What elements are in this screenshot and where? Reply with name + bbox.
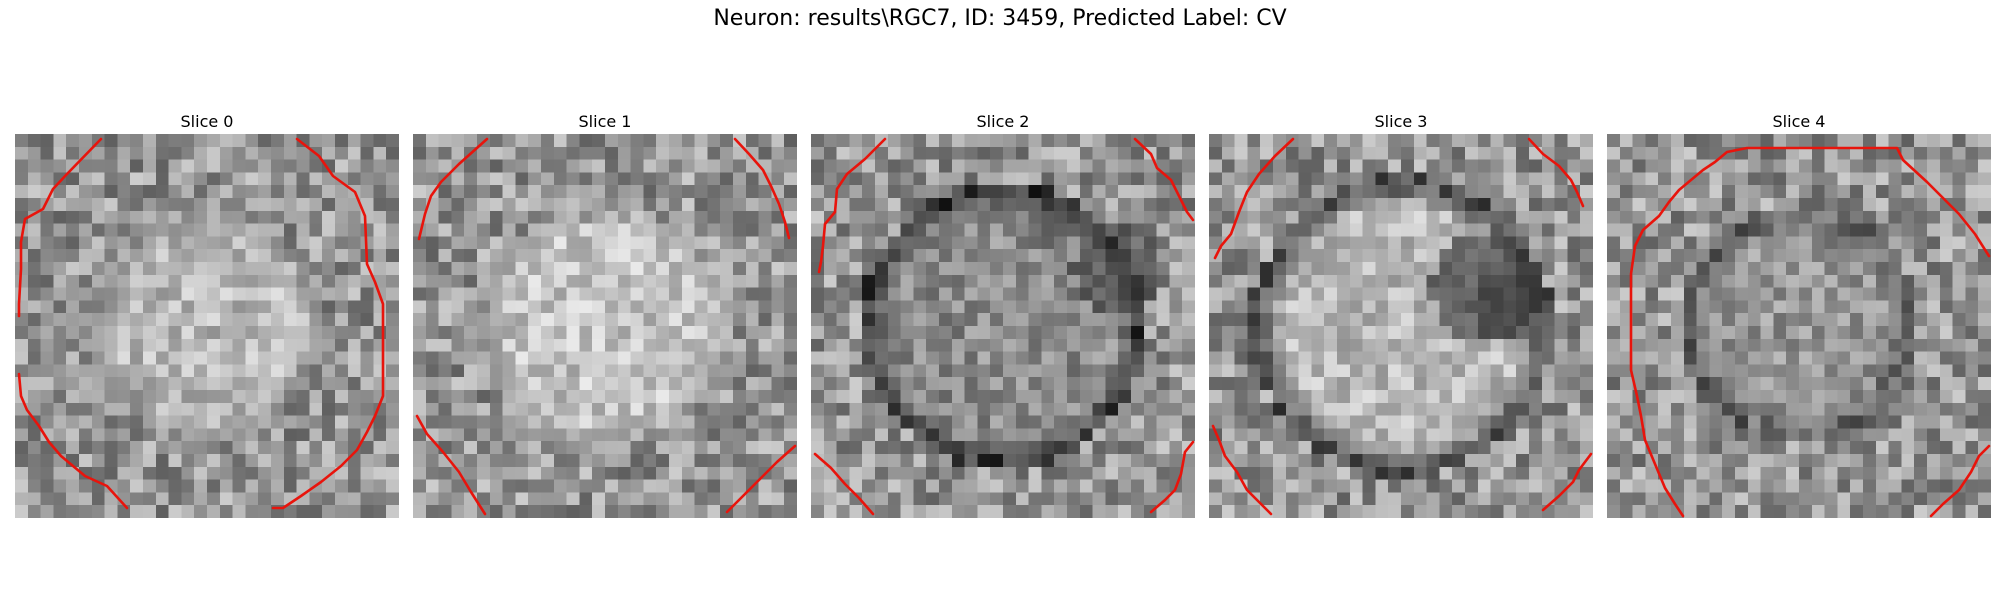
cell-contour [17,137,385,510]
slice-panel-4: Slice 4 [1607,110,1991,518]
cell-contour [1211,137,1593,516]
slice-title: Slice 2 [976,112,1030,131]
cell-contour [415,137,797,516]
cell-contour [1629,146,1991,518]
slice-image [811,134,1195,518]
figure-title: Neuron: results\RGC7, ID: 3459, Predicte… [713,6,1287,31]
slice-panel-3: Slice 3 [1209,110,1593,518]
slice-title: Slice 4 [1772,112,1826,131]
slice-title: Slice 1 [578,112,632,131]
slice-image [15,134,399,518]
slice-title: Slice 0 [180,112,234,131]
cell-contour [813,137,1195,516]
slice-image [1209,134,1593,518]
slice-panel-0: Slice 0 [15,110,399,518]
slice-image [413,134,797,518]
slice-title: Slice 3 [1374,112,1428,131]
slice-panel-1: Slice 1 [413,110,797,518]
slice-panel-2: Slice 2 [811,110,1195,518]
